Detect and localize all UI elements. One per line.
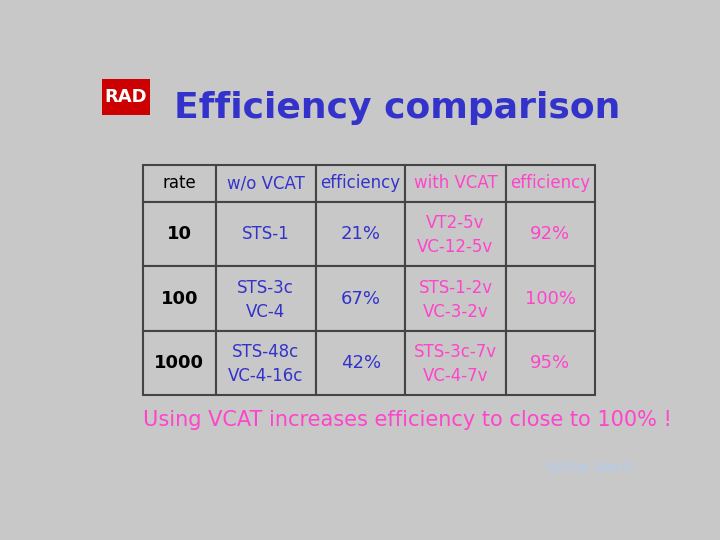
Text: VC-3-2v: VC-3-2v [423, 302, 488, 321]
Text: VC-4-16c: VC-4-16c [228, 367, 303, 385]
Text: VT2-5v: VT2-5v [426, 214, 485, 232]
Text: 95%: 95% [531, 354, 570, 372]
Text: STS-3c: STS-3c [238, 279, 294, 297]
Text: efficiency: efficiency [510, 174, 590, 192]
Text: STS-1-2v: STS-1-2v [418, 279, 492, 297]
Text: w/o VCAT: w/o VCAT [227, 174, 305, 192]
FancyBboxPatch shape [316, 165, 405, 202]
FancyBboxPatch shape [505, 266, 595, 331]
Text: 1000: 1000 [154, 354, 204, 372]
Text: 67%: 67% [341, 289, 381, 308]
Text: STS-3c-7v: STS-3c-7v [414, 343, 497, 361]
Text: 100: 100 [161, 289, 198, 308]
Text: 92%: 92% [531, 225, 570, 243]
FancyBboxPatch shape [215, 165, 316, 202]
FancyBboxPatch shape [143, 266, 215, 331]
FancyBboxPatch shape [405, 331, 505, 395]
FancyBboxPatch shape [405, 202, 505, 266]
Text: rate: rate [163, 174, 196, 192]
FancyBboxPatch shape [215, 266, 316, 331]
Text: 10: 10 [167, 225, 192, 243]
Text: 42%: 42% [341, 354, 381, 372]
Text: with VCAT: with VCAT [413, 174, 498, 192]
FancyBboxPatch shape [505, 331, 595, 395]
Text: STS-1: STS-1 [242, 225, 289, 243]
Text: Y(J)S Ex8  Slide 61: Y(J)S Ex8 Slide 61 [545, 463, 634, 473]
FancyBboxPatch shape [405, 165, 505, 202]
Text: Using VCAT increases efficiency to close to 100% !: Using VCAT increases efficiency to close… [143, 410, 672, 430]
FancyBboxPatch shape [143, 202, 215, 266]
FancyBboxPatch shape [215, 202, 316, 266]
Text: 21%: 21% [341, 225, 381, 243]
FancyBboxPatch shape [215, 331, 316, 395]
FancyBboxPatch shape [316, 331, 405, 395]
FancyBboxPatch shape [316, 266, 405, 331]
FancyBboxPatch shape [143, 165, 215, 202]
Text: efficiency: efficiency [320, 174, 401, 192]
FancyBboxPatch shape [143, 331, 215, 395]
FancyBboxPatch shape [505, 165, 595, 202]
Text: VC-12-5v: VC-12-5v [418, 238, 494, 256]
Text: Efficiency comparison: Efficiency comparison [174, 91, 620, 125]
FancyBboxPatch shape [405, 266, 505, 331]
FancyBboxPatch shape [102, 79, 150, 114]
FancyBboxPatch shape [316, 202, 405, 266]
Text: STS-48c: STS-48c [232, 343, 300, 361]
FancyBboxPatch shape [505, 202, 595, 266]
Text: RAD: RAD [104, 88, 148, 106]
Text: 100%: 100% [525, 289, 576, 308]
Text: VC-4: VC-4 [246, 302, 285, 321]
Text: VC-4-7v: VC-4-7v [423, 367, 488, 385]
